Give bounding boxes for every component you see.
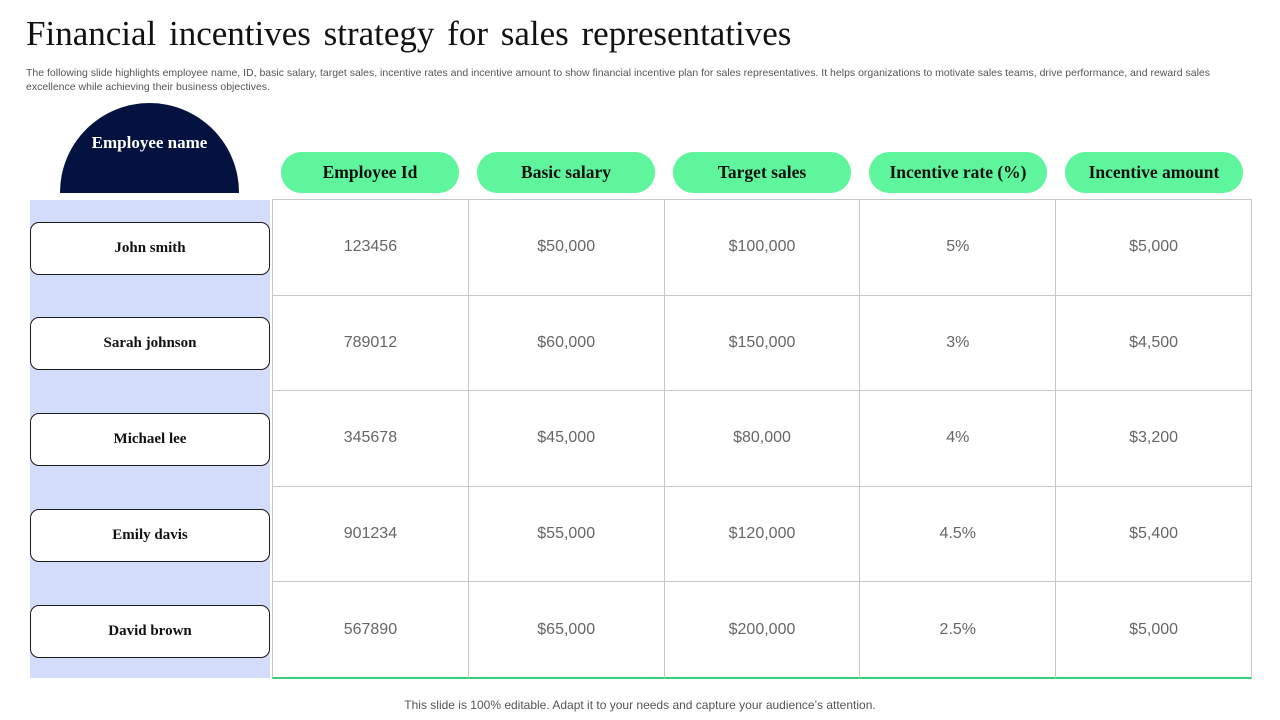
column-header-basic-salary: Basic salary <box>477 152 655 193</box>
column-header-employee-id: Employee Id <box>281 152 459 193</box>
incentive-amount-cell: $4,500 <box>1056 295 1252 392</box>
incentive-rate-cell: 2.5% <box>860 582 1057 678</box>
employee-name-cell: Michael lee <box>30 413 270 466</box>
target-sales-cell: $120,000 <box>664 486 861 583</box>
column-header-incentive-rate: Incentive rate (%) <box>869 152 1047 193</box>
incentive-amount-cell: $5,000 <box>1056 200 1252 296</box>
incentive-rate-cell: 5% <box>860 200 1057 296</box>
slide-title: Financial incentives strategy for sales … <box>26 14 792 53</box>
employee-name-cell: John smith <box>30 222 270 275</box>
basic-salary-cell: $45,000 <box>468 391 665 487</box>
employee-name-header: Employee name <box>60 103 239 193</box>
employee-name-cell: David brown <box>30 605 270 658</box>
employee-id-cell: 567890 <box>273 582 469 678</box>
table-row: 789012 $60,000 $150,000 3% $4,500 <box>273 295 1252 392</box>
employee-id-cell: 123456 <box>273 200 469 296</box>
basic-salary-cell: $50,000 <box>468 200 665 296</box>
target-sales-cell: $100,000 <box>664 200 861 296</box>
table-row: 123456 $50,000 $100,000 5% $5,000 <box>273 200 1252 296</box>
table-row: 345678 $45,000 $80,000 4% $3,200 <box>273 391 1252 487</box>
basic-salary-cell: $65,000 <box>469 582 665 678</box>
column-header-incentive-amount: Incentive amount <box>1065 152 1243 193</box>
target-sales-cell: $80,000 <box>664 391 861 487</box>
column-header-target-sales: Target sales <box>673 152 851 193</box>
basic-salary-cell: $55,000 <box>468 486 665 583</box>
table-row: 901234 $55,000 $120,000 4.5% $5,400 <box>273 486 1252 583</box>
target-sales-cell: $200,000 <box>665 582 861 678</box>
employee-name-header-label: Employee name <box>91 133 208 152</box>
incentive-rate-cell: 4% <box>860 391 1057 487</box>
employee-id-cell: 789012 <box>273 295 469 392</box>
incentive-rate-cell: 4.5% <box>860 486 1057 583</box>
employee-name-cell: Sarah johnson <box>30 317 270 370</box>
incentive-amount-cell: $3,200 <box>1056 391 1252 487</box>
slide-description: The following slide highlights employee … <box>26 67 1210 93</box>
employee-id-cell: 901234 <box>273 486 469 583</box>
employee-id-cell: 345678 <box>273 391 469 487</box>
target-sales-cell: $150,000 <box>664 295 861 392</box>
incentive-table: 123456 $50,000 $100,000 5% $5,000 789012… <box>272 199 1252 679</box>
table-row: 567890 $65,000 $200,000 2.5% $5,000 <box>273 582 1252 678</box>
employee-name-cell: Emily davis <box>30 509 270 562</box>
incentive-amount-cell: $5,000 <box>1056 582 1252 678</box>
slide-footer-note: This slide is 100% editable. Adapt it to… <box>404 698 876 712</box>
incentive-rate-cell: 3% <box>860 295 1057 392</box>
basic-salary-cell: $60,000 <box>468 295 665 392</box>
incentive-amount-cell: $5,400 <box>1056 486 1252 583</box>
